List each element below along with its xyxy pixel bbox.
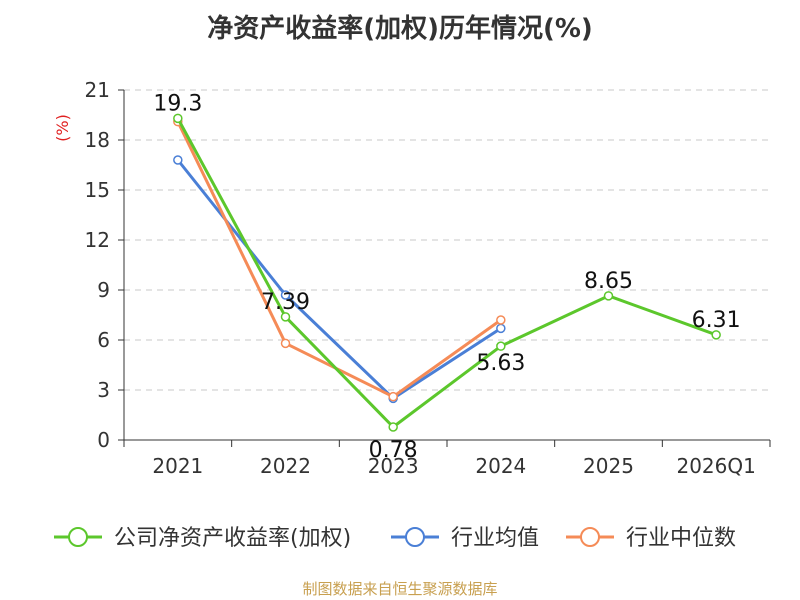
data-label: 0.78 [369, 438, 418, 463]
x-tick-label: 2025 [583, 454, 634, 478]
axes: 0 3 6 9 12 15 18 21 2021 2022 2023 2024 2025 2026Q1 [85, 78, 771, 478]
data-label: 6.31 [692, 308, 741, 333]
data-point [280, 312, 291, 322]
x-tick-label: 2023 [368, 454, 419, 478]
series [173, 113, 721, 432]
y-tick-label: 6 [97, 328, 110, 352]
y-axis-label: (%) [53, 114, 72, 142]
legend-label: 行业中位数 [626, 526, 736, 551]
data-point [173, 113, 183, 124]
y-tick-label: 0 [97, 428, 110, 452]
source-note: 制图数据来自恒生聚源数据库 [302, 580, 498, 598]
data-point [496, 323, 506, 334]
data-label: 7.39 [261, 290, 310, 315]
data-point [280, 338, 291, 349]
y-tick-label: 12 [85, 228, 110, 252]
legend-marker [68, 527, 88, 547]
x-tick-label: 2026Q1 [676, 454, 755, 478]
series-line-2 [176, 121, 502, 399]
legend-marker [405, 527, 425, 547]
legend-label: 公司净资产收益率(加权) [114, 526, 351, 551]
data-point [173, 155, 183, 165]
x-tick-label: 2024 [475, 454, 526, 478]
x-tick-label: 2021 [152, 454, 203, 478]
series-line-0 [176, 117, 717, 429]
grid-lines [124, 89, 770, 391]
y-tick-label: 9 [97, 278, 110, 302]
data-point [280, 290, 291, 300]
data-point [711, 330, 721, 340]
legend-label: 行业均值 [451, 526, 539, 551]
data-point [496, 341, 506, 351]
data-point [388, 391, 398, 402]
series-line-1 [176, 159, 502, 400]
data-label: 19.3 [153, 91, 202, 116]
data-point [603, 291, 614, 301]
y-tick-label: 21 [85, 78, 110, 102]
data-point [388, 422, 398, 432]
chart-title: 净资产收益率(加权)历年情况(%) [207, 14, 593, 44]
data-point [496, 315, 506, 325]
legend: 公司净资产收益率(加权) 行业均值 行业中位数 [54, 526, 736, 551]
data-label: 8.65 [584, 269, 633, 294]
y-tick-label: 3 [97, 378, 110, 402]
y-tick-label: 18 [85, 128, 110, 152]
x-tick-label: 2022 [260, 454, 311, 478]
data-labels: 19.3 7.39 0.78 5.63 8.65 6.31 [153, 91, 740, 463]
legend-marker [580, 527, 600, 547]
data-label: 5.63 [476, 351, 525, 376]
y-tick-label: 15 [85, 178, 110, 202]
